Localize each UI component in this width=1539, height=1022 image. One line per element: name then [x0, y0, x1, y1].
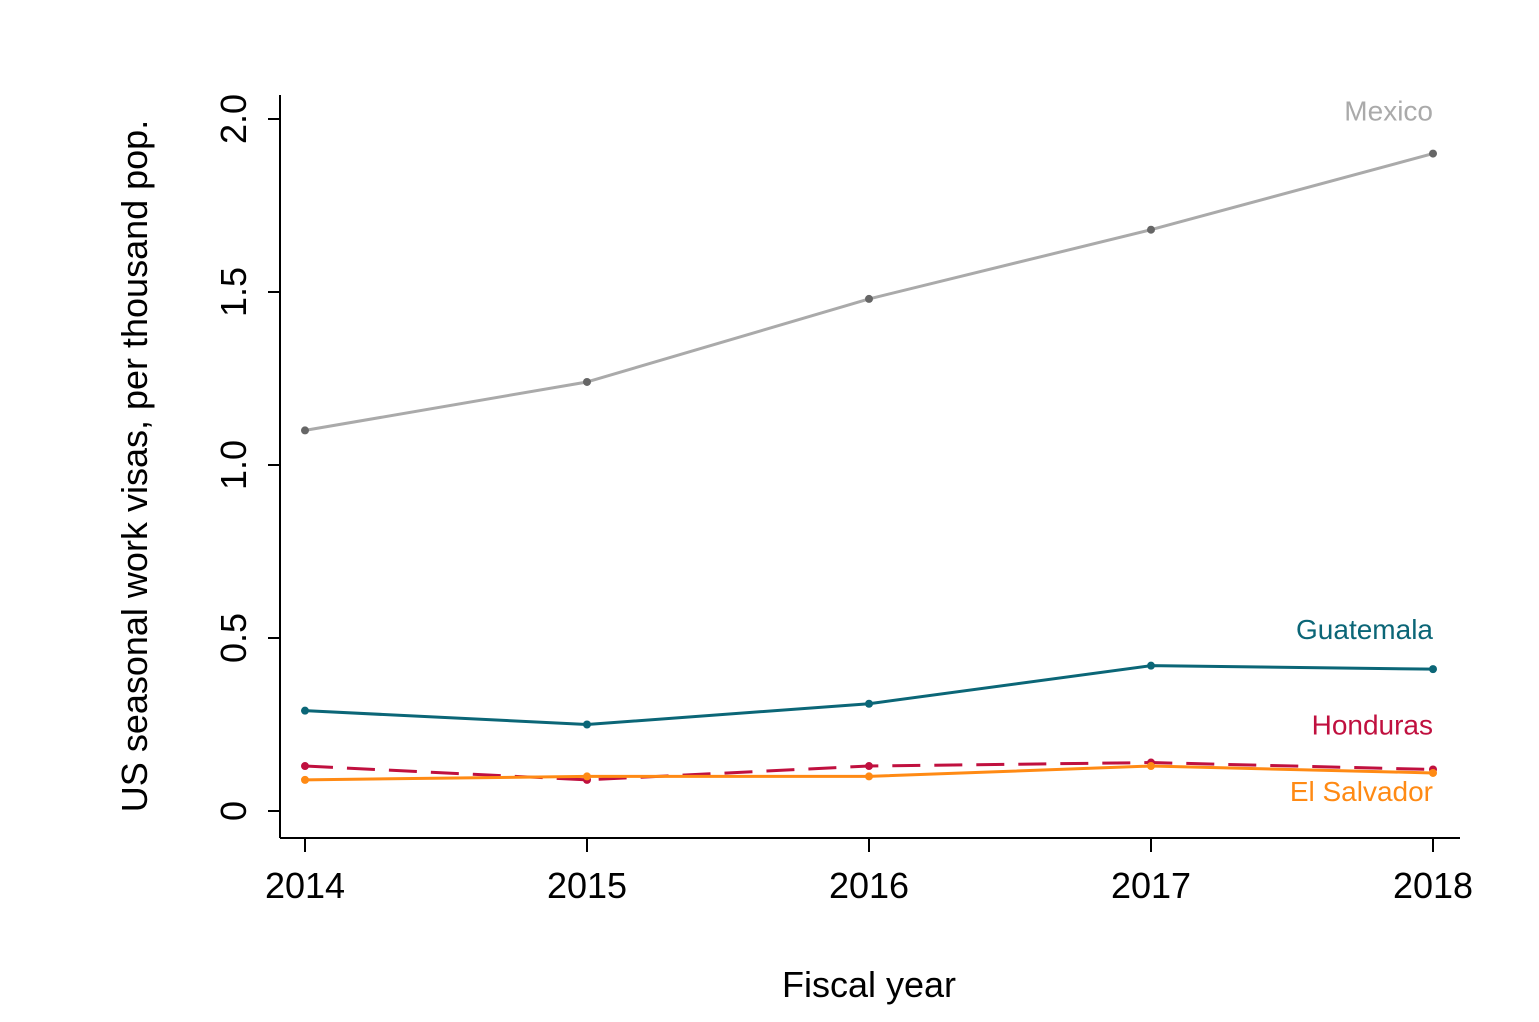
x-tick-label: 2014: [265, 865, 345, 906]
data-point-mexico: [301, 426, 309, 435]
x-tick-label: 2016: [829, 865, 909, 906]
x-axis-title: Fiscal year: [782, 964, 956, 1005]
data-point-mexico: [1147, 225, 1155, 234]
data-point-el-salvador: [1147, 762, 1155, 771]
data-point-el-salvador: [865, 772, 873, 781]
x-ticks: 2014 2015 2016 2017 2018: [265, 838, 1473, 906]
series-label-mexico: Mexico: [1344, 96, 1433, 127]
data-point-mexico: [1429, 149, 1437, 158]
y-tick-label: 0.5: [213, 613, 254, 663]
series-lines: [301, 149, 1437, 784]
data-point-guatemala: [1429, 665, 1437, 674]
data-point-el-salvador: [1429, 768, 1437, 777]
y-ticks: 0 0.5 1.0 1.5 2.0: [213, 94, 280, 821]
series-labels: Mexico Guatemala Honduras El Salvador: [1290, 96, 1434, 807]
series-label-honduras: Honduras: [1312, 709, 1433, 740]
series-line-guatemala: [304, 664, 1434, 726]
series-label-el-salvador: El Salvador: [1290, 776, 1433, 807]
data-point-el-salvador: [583, 772, 591, 781]
data-point-mexico: [865, 294, 873, 303]
series-line-mexico: [304, 152, 1434, 432]
series-label-guatemala: Guatemala: [1296, 614, 1433, 645]
data-point-guatemala: [301, 706, 309, 715]
y-tick-label: 2.0: [213, 94, 254, 144]
data-point-honduras: [865, 762, 873, 771]
y-axis-title: US seasonal work visas, per thousand pop…: [114, 120, 155, 812]
data-point-guatemala: [1147, 661, 1155, 670]
y-tick-label: 0: [213, 801, 254, 821]
x-tick-label: 2018: [1393, 865, 1473, 906]
data-point-guatemala: [583, 720, 591, 729]
x-tick-label: 2015: [547, 865, 627, 906]
y-tick-label: 1.0: [213, 440, 254, 490]
axes: [279, 95, 1460, 839]
x-tick-label: 2017: [1111, 865, 1191, 906]
data-point-el-salvador: [301, 775, 309, 784]
data-point-honduras: [301, 762, 309, 771]
data-point-guatemala: [865, 699, 873, 708]
data-point-mexico: [583, 377, 591, 386]
y-tick-label: 1.5: [213, 267, 254, 317]
